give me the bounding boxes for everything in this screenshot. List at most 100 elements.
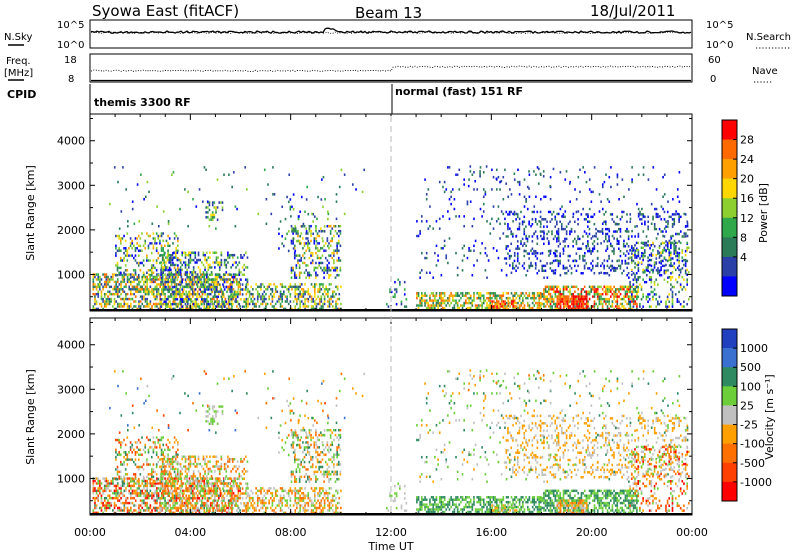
- power-cell: [181, 280, 184, 284]
- power-cell: [522, 306, 524, 310]
- power-cell: [507, 222, 509, 226]
- power-cell: [556, 232, 558, 235]
- power-cell: [238, 273, 241, 277]
- power-cell: [552, 302, 555, 306]
- power-cell: [313, 292, 316, 296]
- power-cell: [134, 273, 137, 276]
- power-cell: [556, 259, 558, 262]
- power-cell: [623, 307, 625, 311]
- power-cell: [123, 273, 126, 276]
- power-cell: [665, 244, 667, 247]
- power-cell: [155, 247, 158, 250]
- power-cell: [461, 247, 464, 250]
- power-cell: [455, 251, 457, 255]
- power-cell: [227, 288, 229, 291]
- power-cell: [513, 259, 516, 263]
- power-cell: [169, 295, 171, 298]
- velocity-cell: [110, 482, 113, 485]
- power-cell: [668, 293, 671, 296]
- power-cell: [99, 275, 101, 279]
- power-cell: [95, 288, 98, 291]
- power-cell: [157, 292, 160, 296]
- power-cell: [126, 297, 129, 301]
- power-cell: [637, 249, 640, 252]
- power-cell: [205, 298, 208, 301]
- power-cell: [675, 232, 677, 236]
- power-cell: [300, 283, 303, 286]
- power-cell: [515, 301, 518, 305]
- power-cell: [637, 241, 640, 245]
- power-cell: [655, 257, 658, 260]
- power-cell: [143, 280, 145, 284]
- power-cell: [516, 257, 519, 260]
- power-cell: [513, 301, 516, 305]
- power-cell: [605, 302, 607, 306]
- power-cell: [205, 168, 207, 172]
- power-cell: [619, 264, 622, 268]
- power-cell: [616, 300, 619, 303]
- power-cell: [650, 285, 653, 289]
- power-cell: [223, 263, 226, 267]
- power-cell: [518, 296, 521, 300]
- velocity-cell: [203, 479, 206, 483]
- power-cell: [618, 247, 620, 250]
- power-cell: [619, 307, 622, 311]
- power-cell: [200, 290, 203, 294]
- power-cell: [592, 295, 594, 298]
- power-cell: [435, 264, 438, 267]
- power-cell: [180, 305, 183, 308]
- power-cell: [489, 301, 492, 305]
- power-cell: [429, 299, 431, 302]
- power-cell: [315, 274, 317, 277]
- power-cell: [150, 274, 153, 277]
- power-cell: [679, 271, 682, 274]
- power-cell: [139, 237, 142, 240]
- power-cell: [608, 300, 610, 303]
- power-cell: [665, 305, 667, 308]
- power-cell: [520, 301, 523, 305]
- power-cell: [316, 242, 319, 245]
- velocity-cell: [198, 509, 201, 512]
- power-cell: [590, 249, 592, 253]
- velocity-cell: [110, 496, 113, 500]
- power-cell: [92, 307, 95, 311]
- power-cell: [637, 212, 640, 216]
- power-cell: [191, 258, 193, 262]
- power-cell: [559, 307, 562, 311]
- power-cell: [610, 244, 612, 248]
- power-cell: [157, 283, 160, 286]
- velocity-cell: [92, 509, 95, 512]
- power-cell: [112, 305, 114, 308]
- power-cell: [574, 290, 576, 293]
- power-cell: [328, 266, 330, 270]
- power-cell: [231, 302, 234, 306]
- power-cell: [645, 266, 648, 269]
- power-cell: [495, 249, 498, 252]
- power-cell: [302, 222, 305, 226]
- power-cell: [160, 249, 163, 252]
- power-cell: [613, 220, 615, 223]
- power-cell: [223, 305, 226, 308]
- power-cell: [531, 210, 534, 214]
- power-cell: [323, 249, 325, 252]
- power-cell: [530, 306, 532, 310]
- power-cell: [676, 280, 679, 284]
- power-cell: [616, 305, 619, 308]
- power-cell: [629, 249, 631, 252]
- power-cell: [536, 257, 539, 260]
- power-cell: [499, 305, 502, 308]
- power-cell: [670, 278, 672, 281]
- power-cell: [557, 290, 560, 293]
- power-cell: [245, 305, 248, 308]
- power-cell: [151, 288, 153, 291]
- power-cell: [567, 222, 570, 225]
- power-cell: [115, 280, 117, 284]
- power-cell: [591, 249, 594, 253]
- power-cell: [192, 271, 195, 274]
- power-cell: [186, 293, 188, 296]
- power-cell: [133, 244, 135, 248]
- power-cell: [196, 278, 199, 281]
- power-cell: [184, 266, 187, 269]
- power-cell: [502, 175, 505, 179]
- power-cell: [629, 297, 632, 301]
